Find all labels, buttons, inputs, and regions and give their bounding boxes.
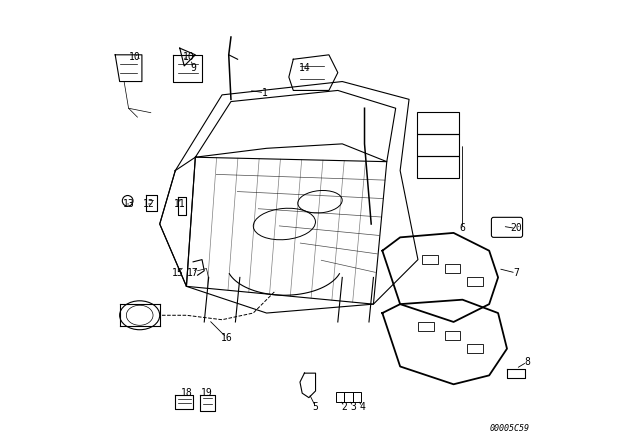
Text: 1: 1 xyxy=(261,88,268,98)
Bar xyxy=(418,322,433,331)
Text: 5: 5 xyxy=(312,401,319,412)
Text: 6: 6 xyxy=(460,224,465,233)
Text: 18: 18 xyxy=(180,388,192,398)
Text: 17: 17 xyxy=(188,268,199,278)
Bar xyxy=(353,392,362,402)
Bar xyxy=(445,264,460,273)
Bar xyxy=(422,255,438,264)
Bar xyxy=(467,344,483,353)
Text: 10: 10 xyxy=(183,52,195,62)
Text: 3: 3 xyxy=(351,401,356,412)
Text: 00005C59: 00005C59 xyxy=(489,424,529,433)
Polygon shape xyxy=(180,48,195,66)
Text: 16: 16 xyxy=(221,332,232,343)
Bar xyxy=(445,331,460,340)
Text: 14: 14 xyxy=(298,63,310,73)
Text: 13: 13 xyxy=(123,199,134,209)
Text: 7: 7 xyxy=(513,268,519,278)
Text: 12: 12 xyxy=(143,199,154,209)
Bar xyxy=(335,392,344,402)
Bar xyxy=(344,392,353,402)
Text: 11: 11 xyxy=(174,199,186,209)
Text: 2: 2 xyxy=(342,401,348,412)
Text: 10: 10 xyxy=(129,52,141,62)
Text: 8: 8 xyxy=(524,357,530,367)
Text: 15: 15 xyxy=(172,268,184,278)
Text: 4: 4 xyxy=(359,401,365,412)
Text: 20: 20 xyxy=(510,224,522,233)
Bar xyxy=(467,277,483,286)
Text: 9: 9 xyxy=(190,63,196,73)
Text: 19: 19 xyxy=(200,388,212,398)
